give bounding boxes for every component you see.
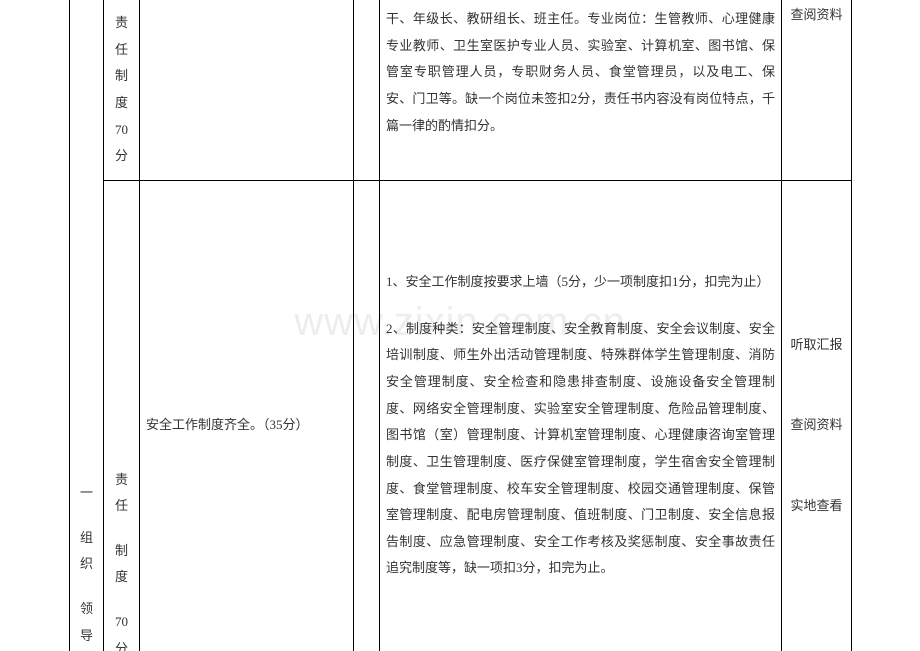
criteria-p1: 1、安全工作制度按要求上墙（5分，少一项制度扣1分，扣完为止） [386,269,775,296]
category-label-1: 组织 [76,525,97,578]
subcat-line3: 70分 [110,117,133,170]
method-text: 查阅资料 [790,7,842,22]
item-cell-bottom: 安全工作制度齐全。（35分） [140,180,354,651]
criteria-text-cont: 干、年级长、教研组长、班主任。专业岗位：生管教师、心理健康专业教师、卫生室医护专… [386,6,775,139]
subcat-line1: 责任 [110,10,133,63]
subcategory-cell-bottom: 责任 制度 70分 [104,180,140,651]
method-text: 查阅资料 [790,412,842,439]
score-cell-top [354,0,380,180]
subcat-line2: 制度 [110,538,133,591]
subcat-line1: 责任 [110,467,133,520]
table-row: 责任 制度 70分 安全工作制度齐全。（35分） 1、安全工作制度按要求上墙（5… [70,180,852,651]
criteria-p2: 2、制度种类：安全管理制度、安全教育制度、安全会议制度、安全培训制度、师生外出活… [386,316,775,582]
criteria-cell-bottom: 1、安全工作制度按要求上墙（5分，少一项制度扣1分，扣完为止） 2、制度种类：安… [380,180,782,651]
subcat-line3: 70分 [110,609,133,651]
method-text: 听取汇报 [790,332,842,359]
method-text: 实地查看 [790,493,842,520]
table-row: 一 组织 领导 责任 制度 70分 干、年级长、教研组长、班主任。专业岗位：生管… [70,0,852,180]
category-cell: 一 组织 领导 [70,0,104,651]
category-index: 一 [80,480,93,507]
subcat-line2: 制度 [110,63,133,116]
criteria-cell-top: 干、年级长、教研组长、班主任。专业岗位：生管教师、心理健康专业教师、卫生室医护专… [380,0,782,180]
evaluation-table: 一 组织 领导 责任 制度 70分 干、年级长、教研组长、班主任。专业岗位：生管… [69,0,852,651]
item-text: 安全工作制度齐全。（35分） [146,417,309,432]
method-cell-bottom: 听取汇报 查阅资料 实地查看 [782,180,852,651]
score-cell-bottom [354,180,380,651]
subcategory-cell-top: 责任 制度 70分 [104,0,140,180]
document-page: 一 组织 领导 责任 制度 70分 干、年级长、教研组长、班主任。专业岗位：生管… [69,0,851,651]
item-cell-top [140,0,354,180]
method-cell-top: 查阅资料 [782,0,852,180]
category-label-2: 领导 [76,596,97,649]
